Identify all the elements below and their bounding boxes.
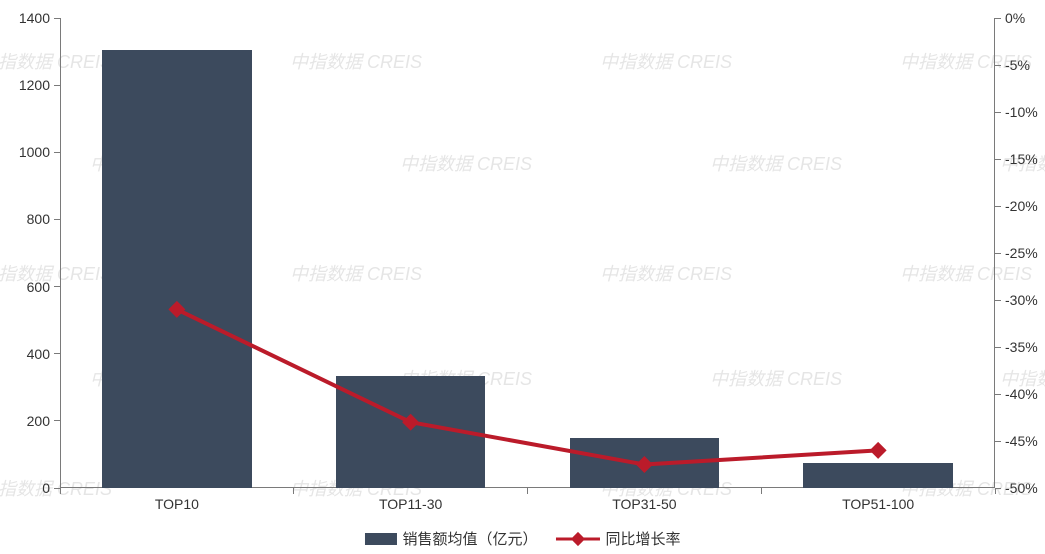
x-tick	[527, 488, 528, 494]
y-right-label: -30%	[1005, 292, 1038, 308]
plot-area	[60, 18, 995, 488]
bar	[102, 50, 252, 488]
y-left-label: 800	[0, 211, 50, 227]
x-tick	[293, 488, 294, 494]
y-right-tick	[995, 206, 1001, 207]
y-right-tick	[995, 159, 1001, 160]
y-left-label: 1200	[0, 77, 50, 93]
y-left-tick	[54, 420, 60, 421]
x-tick	[995, 488, 996, 494]
x-tick	[60, 488, 61, 494]
bar	[336, 376, 486, 488]
y-right-label: -45%	[1005, 433, 1038, 449]
y-right-label: -40%	[1005, 386, 1038, 402]
legend-item-bar: 销售额均值（亿元）	[364, 528, 537, 549]
chart-container: 中指数据 CREIS中指数据 CREIS中指数据 CREIS中指数据 CREIS…	[0, 0, 1045, 554]
y-axis-left	[60, 18, 61, 488]
line-marker	[870, 442, 887, 459]
legend-bar-swatch	[364, 533, 396, 545]
bar	[570, 438, 720, 488]
y-right-tick	[995, 300, 1001, 301]
y-left-tick	[54, 152, 60, 153]
y-left-tick	[54, 18, 60, 19]
y-left-tick	[54, 353, 60, 354]
bar	[803, 463, 953, 488]
x-category-label: TOP10	[155, 496, 199, 512]
y-right-label: -25%	[1005, 245, 1038, 261]
y-left-label: 1400	[0, 10, 50, 26]
y-right-tick	[995, 253, 1001, 254]
y-right-tick	[995, 18, 1001, 19]
y-right-label: -35%	[1005, 339, 1038, 355]
y-left-tick	[54, 85, 60, 86]
y-left-label: 1000	[0, 144, 50, 160]
x-category-label: TOP31-50	[612, 496, 676, 512]
y-left-label: 600	[0, 279, 50, 295]
y-right-label: -15%	[1005, 151, 1038, 167]
growth-line	[177, 309, 878, 464]
y-left-label: 400	[0, 346, 50, 362]
y-left-label: 200	[0, 413, 50, 429]
legend-line-swatch	[556, 532, 600, 546]
y-right-label: 0%	[1005, 10, 1025, 26]
x-category-label: TOP11-30	[379, 496, 442, 512]
y-right-tick	[995, 441, 1001, 442]
y-right-tick	[995, 65, 1001, 66]
y-left-label: 0	[0, 480, 50, 496]
y-right-tick	[995, 488, 1001, 489]
y-right-label: -5%	[1005, 57, 1030, 73]
legend-item-line: 同比增长率	[556, 528, 681, 549]
y-right-tick	[995, 394, 1001, 395]
y-left-tick	[54, 286, 60, 287]
y-right-tick	[995, 112, 1001, 113]
y-left-tick	[54, 219, 60, 220]
y-right-label: -20%	[1005, 198, 1038, 214]
legend: 销售额均值（亿元） 同比增长率	[364, 528, 680, 549]
legend-bar-label: 销售额均值（亿元）	[402, 528, 537, 549]
y-right-label: -50%	[1005, 480, 1038, 496]
y-right-label: -10%	[1005, 104, 1038, 120]
y-right-tick	[995, 347, 1001, 348]
legend-line-label: 同比增长率	[606, 528, 681, 549]
x-category-label: TOP51-100	[842, 496, 914, 512]
x-tick	[761, 488, 762, 494]
